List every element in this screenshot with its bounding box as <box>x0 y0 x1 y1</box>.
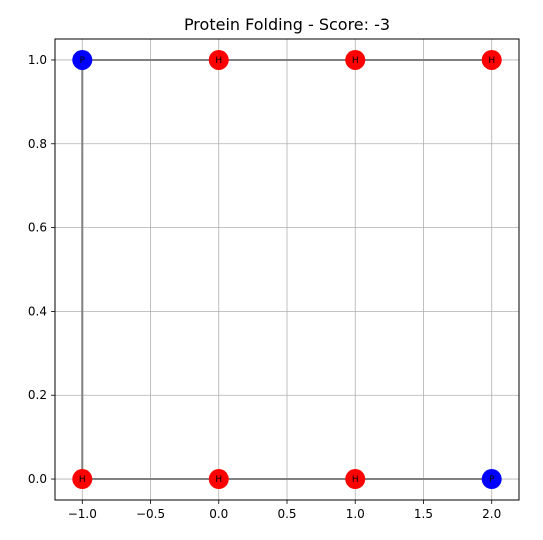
residue-point <box>72 469 93 490</box>
y-tick-label: 0.2 <box>28 388 47 402</box>
y-tick-label: 0.0 <box>28 472 47 486</box>
residue-label: H <box>215 56 222 66</box>
residue-label: P <box>80 56 86 66</box>
residue-label: H <box>352 475 359 485</box>
residue-points: P H H H P H H H <box>72 49 502 490</box>
x-tick-label: −0.5 <box>136 507 165 521</box>
x-tick-label: 1.0 <box>346 507 365 521</box>
residue-point <box>208 49 229 70</box>
chart-title: Protein Folding - Score: -3 <box>184 15 390 34</box>
chain-line <box>81 58 492 481</box>
residue-point <box>72 49 93 70</box>
residue-label: H <box>215 475 222 485</box>
x-axis-ticks: −1.0 −0.5 0.0 0.5 1.0 1.5 2.0 <box>68 500 501 521</box>
y-tick-label: 0.4 <box>28 304 47 318</box>
residue-point <box>481 49 502 70</box>
grid-lines <box>55 39 519 500</box>
residue-point <box>345 469 366 490</box>
y-axis-ticks: 0.0 0.2 0.4 0.6 0.8 1.0 <box>28 53 55 486</box>
x-tick-label: 1.5 <box>414 507 433 521</box>
x-tick-label: 2.0 <box>482 507 501 521</box>
residue-label: P <box>489 475 495 485</box>
y-tick-label: 0.8 <box>28 137 47 151</box>
x-tick-label: 0.0 <box>209 507 228 521</box>
x-tick-label: −1.0 <box>68 507 97 521</box>
y-tick-label: 0.6 <box>28 221 47 235</box>
y-tick-label: 1.0 <box>28 53 47 67</box>
residue-point <box>208 469 229 490</box>
residue-label: H <box>488 56 495 66</box>
residue-label: H <box>352 56 359 66</box>
residue-point <box>345 49 366 70</box>
x-tick-label: 0.5 <box>277 507 296 521</box>
chain-path <box>81 58 492 481</box>
residue-point <box>481 469 502 490</box>
residue-label: H <box>79 475 86 485</box>
